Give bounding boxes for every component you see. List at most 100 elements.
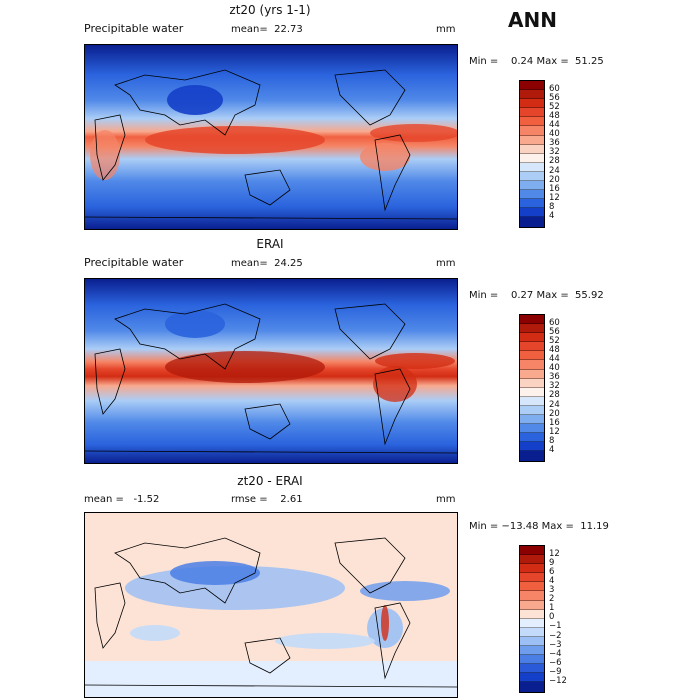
panel-3-colorbar (519, 545, 545, 693)
colorbar-tick-label: 28 (549, 156, 560, 167)
colorbar-swatch (520, 171, 544, 182)
colorbar-tick-label: −3 (549, 639, 562, 650)
colorbar-swatch (520, 415, 544, 425)
panel-3-map (84, 512, 458, 698)
panel-3-mean: mean = -1.52 (84, 494, 160, 505)
colorbar-tick-label: 32 (549, 147, 560, 158)
panel-3-rmse: rmse = 2.61 (231, 494, 303, 505)
panel-2-colorbar (519, 314, 545, 462)
colorbar-swatch (520, 351, 544, 361)
colorbar-swatch (520, 217, 544, 227)
colorbar-tick-label: 36 (549, 372, 560, 383)
colorbar-swatch (520, 673, 544, 683)
colorbar-tick-label: 16 (549, 417, 560, 428)
colorbar-tick-label: 52 (549, 335, 560, 346)
panel-2-unit: mm (436, 258, 456, 269)
colorbar-swatch (520, 655, 544, 665)
panel-1-colorbar (519, 80, 545, 228)
colorbar-swatch (520, 117, 544, 127)
panel-2-map (84, 278, 458, 464)
colorbar-tick-label: 56 (549, 92, 560, 103)
colorbar-tick-label: −12 (549, 676, 567, 686)
colorbar-swatch (520, 81, 544, 91)
colorbar-tick-label: 1 (549, 603, 555, 614)
colorbar-tick-label: 20 (549, 174, 560, 185)
colorbar-tick-label: 28 (549, 390, 560, 401)
colorbar-tick-label: −9 (549, 666, 562, 677)
colorbar-tick-label: 56 (549, 326, 560, 337)
colorbar-swatch (520, 153, 544, 163)
colorbar-swatch (520, 442, 544, 452)
panel-2-variable-label: Precipitable water (84, 256, 184, 269)
panel-2-title: ERAI (256, 237, 284, 251)
colorbar-swatch (520, 433, 544, 443)
colorbar-tick-label: 3 (549, 585, 555, 595)
colorbar-tick-label: 32 (549, 381, 560, 392)
colorbar-swatch (520, 405, 544, 416)
colorbar-tick-label: 12 (549, 192, 560, 203)
colorbar-tick-label: 48 (549, 110, 560, 121)
panel-3-coastlines (85, 537, 457, 688)
colorbar-tick-label: 9 (549, 557, 555, 568)
colorbar-tick-label: 4 (549, 211, 555, 221)
season-title: ANN (508, 8, 557, 32)
colorbar-tick-label: 16 (549, 183, 560, 194)
colorbar-swatch (520, 451, 544, 461)
colorbar-swatch (520, 99, 544, 109)
colorbar-tick-label: 12 (549, 426, 560, 437)
colorbar-swatch (520, 135, 544, 145)
colorbar-swatch (520, 90, 544, 100)
colorbar-tick-label: 20 (549, 408, 560, 419)
colorbar-tick-label: −1 (549, 621, 562, 632)
colorbar-swatch (520, 646, 544, 656)
colorbar-swatch (520, 424, 544, 434)
colorbar-tick-label: 44 (549, 120, 560, 130)
panel-1-title: zt20 (yrs 1-1) (229, 3, 311, 17)
colorbar-swatch (520, 190, 544, 200)
colorbar-tick-label: 52 (549, 101, 560, 112)
colorbar-swatch (520, 555, 544, 565)
colorbar-swatch (520, 162, 544, 172)
colorbar-swatch (520, 144, 544, 154)
colorbar-swatch (520, 181, 544, 191)
colorbar-tick-label: 60 (549, 317, 560, 328)
colorbar-swatch (520, 396, 544, 406)
colorbar-swatch (520, 208, 544, 218)
colorbar-swatch (520, 609, 544, 619)
panel-1-map (84, 44, 458, 230)
colorbar-swatch (520, 199, 544, 209)
colorbar-tick-label: 48 (549, 344, 560, 355)
panel-2-coastlines (85, 303, 457, 454)
colorbar-swatch (520, 546, 544, 556)
colorbar-swatch (520, 108, 544, 118)
colorbar-tick-label: 8 (549, 435, 555, 446)
panel-1-variable-label: Precipitable water (84, 22, 184, 35)
colorbar-tick-label: 24 (549, 165, 560, 176)
colorbar-swatch (520, 360, 544, 370)
colorbar-tick-label: 40 (549, 129, 560, 140)
colorbar-tick-label: 2 (549, 594, 555, 605)
colorbar-tick-label: 44 (549, 354, 560, 364)
colorbar-tick-label: 4 (549, 575, 555, 586)
colorbar-swatch (520, 636, 544, 647)
panel-2-mean: mean= 24.25 (231, 258, 303, 269)
colorbar-tick-label: 40 (549, 363, 560, 374)
colorbar-tick-label: 60 (549, 83, 560, 94)
colorbar-swatch (520, 378, 544, 388)
panel-1-coastlines (85, 69, 457, 220)
colorbar-swatch (520, 573, 544, 583)
colorbar-swatch (520, 324, 544, 334)
colorbar-swatch (520, 682, 544, 692)
colorbar-tick-label: −6 (549, 657, 562, 668)
panel-3-minmax: Min = −13.48 Max = 11.19 (469, 521, 609, 532)
colorbar-swatch (520, 369, 544, 379)
panel-1-minmax: Min = 0.24 Max = 51.25 (469, 56, 604, 67)
panel-1-unit: mm (436, 24, 456, 35)
colorbar-tick-label: 12 (549, 548, 560, 559)
colorbar-tick-label: 6 (549, 566, 555, 577)
colorbar-tick-label: 24 (549, 399, 560, 410)
panel-2-minmax: Min = 0.27 Max = 55.92 (469, 290, 604, 301)
colorbar-swatch (520, 618, 544, 628)
colorbar-tick-label: −4 (549, 648, 562, 659)
colorbar-tick-label: −2 (549, 630, 562, 641)
